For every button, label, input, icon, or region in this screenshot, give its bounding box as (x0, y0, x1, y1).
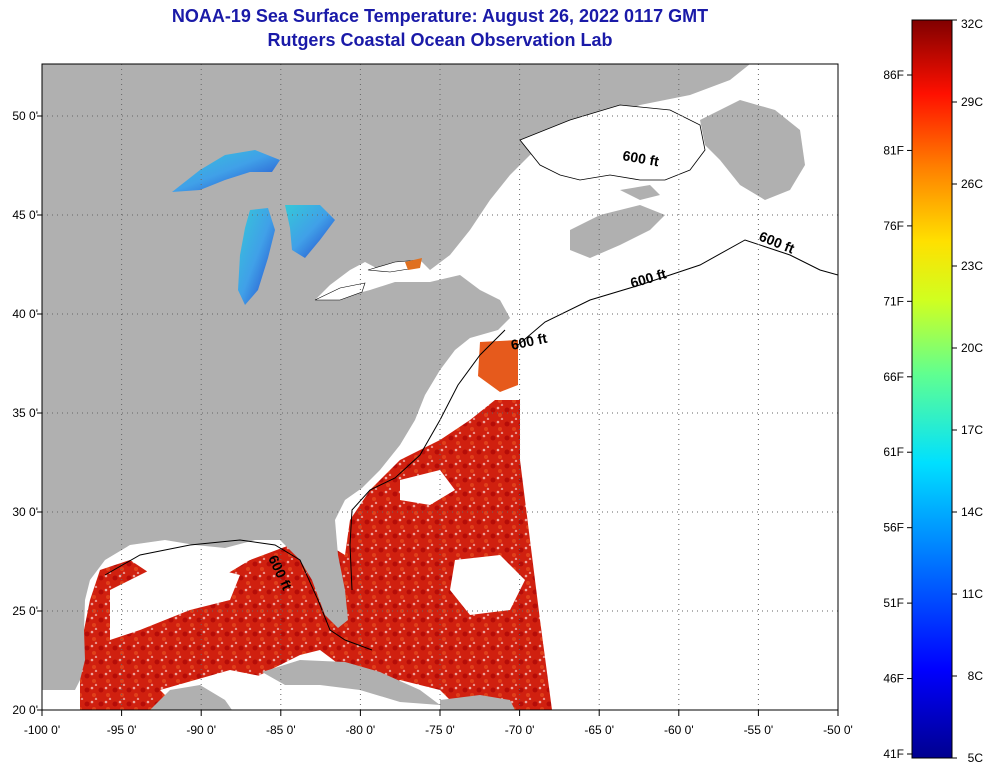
celsius-tick-label: 17C (961, 423, 983, 437)
map-plot-area (42, 64, 838, 710)
land-nova-scotia (570, 205, 665, 258)
land-hispaniola (440, 695, 515, 710)
lake-superior (172, 150, 280, 192)
contour-label: 600 ft (509, 330, 548, 353)
fahrenheit-tick-label: 76F (883, 219, 904, 233)
contour-600ft-gulf (104, 539, 373, 651)
land-north-america (42, 64, 750, 690)
lat-tick-label: 30 0' (12, 505, 38, 519)
celsius-tick-label: 5C (968, 751, 984, 765)
lon-tick-label: -80 0' (346, 723, 376, 737)
longitude-axis: -100 0' -95 0' -90 0' -85 0' -80 0' -75 0' -70… (24, 710, 853, 737)
lon-tick-label: -85 0' (266, 723, 296, 737)
fahrenheit-tick-label: 46F (883, 672, 904, 686)
cloud-patch (450, 555, 525, 615)
celsius-tick-label: 29C (961, 95, 983, 109)
fahrenheit-tick-label: 51F (883, 596, 904, 610)
celsius-tick-label: 11C (962, 587, 983, 601)
lon-tick-label: -95 0' (107, 723, 137, 737)
latitude-axis: 50 0' 45 0' 40 0' 35 0' 30 0' 25 0' 20 0' (12, 109, 42, 717)
lake-michigan (238, 208, 275, 305)
lat-tick-label: 40 0' (12, 307, 38, 321)
contour-label: 600 ft (621, 147, 660, 169)
fahrenheit-tick-label: 66F (883, 370, 904, 384)
lat-tick-label: 25 0' (12, 604, 38, 618)
cloud-patch (110, 565, 240, 640)
land-cuba (262, 660, 440, 705)
land-newfoundland (700, 100, 805, 200)
fahrenheit-tick-label: 41F (883, 747, 904, 761)
land-yucatan (150, 685, 232, 710)
contour-600ft (517, 239, 838, 346)
colorbar-gradient (911, 19, 953, 759)
lake-ontario-warm (405, 258, 422, 270)
lon-tick-label: -70 0' (505, 723, 535, 737)
lake-huron (285, 205, 335, 258)
lat-tick-label: 20 0' (12, 703, 38, 717)
land-pei (620, 185, 660, 200)
lat-tick-label: 45 0' (12, 208, 38, 222)
lon-tick-label: -90 0' (186, 723, 216, 737)
fahrenheit-tick-label: 61F (883, 445, 904, 459)
fahrenheit-tick-label: 71F (883, 294, 904, 308)
fahrenheit-tick-label: 86F (883, 68, 904, 82)
sst-gulf-stream-edge (478, 340, 518, 392)
celsius-tick-label: 23C (961, 259, 983, 273)
celsius-tick-label: 20C (961, 341, 983, 355)
lat-tick-label: 50 0' (12, 109, 38, 123)
map-title: NOAA-19 Sea Surface Temperature: August … (171, 6, 709, 26)
lon-tick-label: -65 0' (584, 723, 614, 737)
celsius-tick-label: 14C (961, 505, 983, 519)
celsius-tick-label: 26C (961, 177, 983, 191)
lat-tick-label: 35 0' (12, 406, 38, 420)
lon-tick-label: -50 0' (823, 723, 853, 737)
colorbar-ticks: 32C 29C 26C 23C 20C 17C 14C 11C 8C 5C 86F 81F 76F 71F… (883, 17, 983, 765)
fahrenheit-tick-label: 81F (883, 143, 904, 157)
lake-erie (314, 282, 366, 301)
lon-tick-label: -75 0' (425, 723, 455, 737)
gulf-st-lawrence (519, 104, 706, 181)
lon-tick-label: -55 0' (744, 723, 774, 737)
lon-tick-label: -60 0' (664, 723, 694, 737)
cloud-patch (400, 470, 455, 505)
contour-600ft-coast (349, 329, 506, 591)
fahrenheit-tick-label: 56F (883, 521, 904, 535)
celsius-tick-label: 8C (968, 669, 984, 683)
map-subtitle: Rutgers Coastal Ocean Observation Lab (267, 30, 613, 50)
lon-tick-label: -100 0' (24, 723, 60, 737)
celsius-tick-label: 32C (961, 17, 983, 31)
